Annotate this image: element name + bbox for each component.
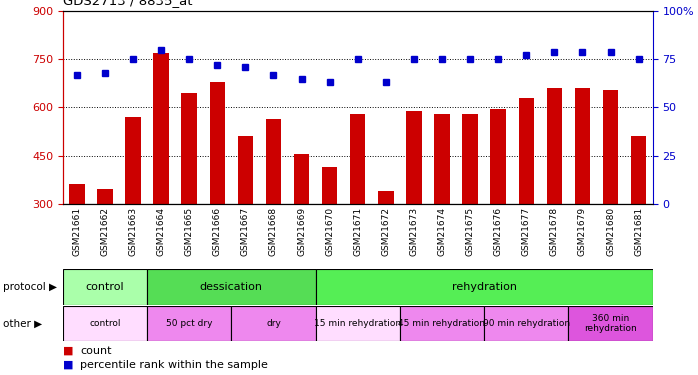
Bar	[266, 118, 281, 204]
Bar	[63, 306, 147, 341]
Text: GSM21661: GSM21661	[73, 207, 82, 256]
Bar	[400, 306, 484, 341]
Text: GSM21677: GSM21677	[521, 207, 530, 256]
Bar	[434, 114, 450, 204]
Text: 90 min rehydration: 90 min rehydration	[483, 319, 570, 328]
Text: GSM21666: GSM21666	[213, 207, 222, 256]
Text: GSM21676: GSM21676	[493, 207, 503, 256]
Text: GSM21668: GSM21668	[269, 207, 278, 256]
Bar	[547, 88, 562, 204]
Text: GSM21678: GSM21678	[550, 207, 559, 256]
Bar	[484, 306, 568, 341]
Bar	[322, 167, 337, 204]
Text: ■: ■	[63, 346, 73, 356]
Text: GDS2713 / 8835_at: GDS2713 / 8835_at	[63, 0, 193, 8]
Bar	[568, 306, 653, 341]
Text: 50 pct dry: 50 pct dry	[166, 319, 212, 328]
Text: dessication: dessication	[200, 282, 263, 292]
Bar	[126, 117, 141, 204]
Bar	[315, 269, 653, 305]
Text: dry: dry	[266, 319, 281, 328]
Bar	[406, 111, 422, 204]
Bar	[294, 154, 309, 204]
Text: protocol ▶: protocol ▶	[3, 282, 57, 292]
Bar	[603, 90, 618, 204]
Text: control: control	[89, 319, 121, 328]
Bar	[631, 136, 646, 204]
Bar	[181, 93, 197, 204]
Text: GSM21672: GSM21672	[381, 207, 390, 256]
Bar	[350, 114, 366, 204]
Bar	[209, 82, 225, 204]
Text: ■: ■	[63, 360, 73, 370]
Text: count: count	[80, 346, 112, 356]
Text: GSM21679: GSM21679	[578, 207, 587, 256]
Bar	[574, 88, 590, 204]
Text: GSM21674: GSM21674	[438, 207, 447, 256]
Bar	[378, 191, 394, 204]
Text: 360 min
rehydration: 360 min rehydration	[584, 314, 637, 333]
Text: other ▶: other ▶	[3, 318, 43, 328]
Text: GSM21664: GSM21664	[156, 207, 165, 256]
Bar	[491, 109, 506, 204]
Text: GSM21671: GSM21671	[353, 207, 362, 256]
Bar	[462, 114, 478, 204]
Bar	[63, 269, 147, 305]
Text: GSM21680: GSM21680	[606, 207, 615, 256]
Text: GSM21681: GSM21681	[634, 207, 643, 256]
Text: GSM21675: GSM21675	[466, 207, 475, 256]
Text: GSM21663: GSM21663	[128, 207, 138, 256]
Bar	[69, 184, 84, 204]
Bar	[147, 269, 315, 305]
Bar	[147, 306, 231, 341]
Text: GSM21665: GSM21665	[185, 207, 194, 256]
Text: 45 min rehydration: 45 min rehydration	[399, 319, 486, 328]
Text: GSM21670: GSM21670	[325, 207, 334, 256]
Bar	[315, 306, 400, 341]
Bar	[154, 53, 169, 204]
Bar	[237, 136, 253, 204]
Bar	[231, 306, 315, 341]
Text: GSM21673: GSM21673	[410, 207, 418, 256]
Text: 15 min rehydration: 15 min rehydration	[314, 319, 401, 328]
Text: GSM21669: GSM21669	[297, 207, 306, 256]
Text: percentile rank within the sample: percentile rank within the sample	[80, 360, 268, 370]
Text: GSM21667: GSM21667	[241, 207, 250, 256]
Bar	[519, 98, 534, 204]
Text: rehydration: rehydration	[452, 282, 517, 292]
Text: control: control	[86, 282, 124, 292]
Text: GSM21662: GSM21662	[101, 207, 110, 256]
Bar	[97, 189, 112, 204]
